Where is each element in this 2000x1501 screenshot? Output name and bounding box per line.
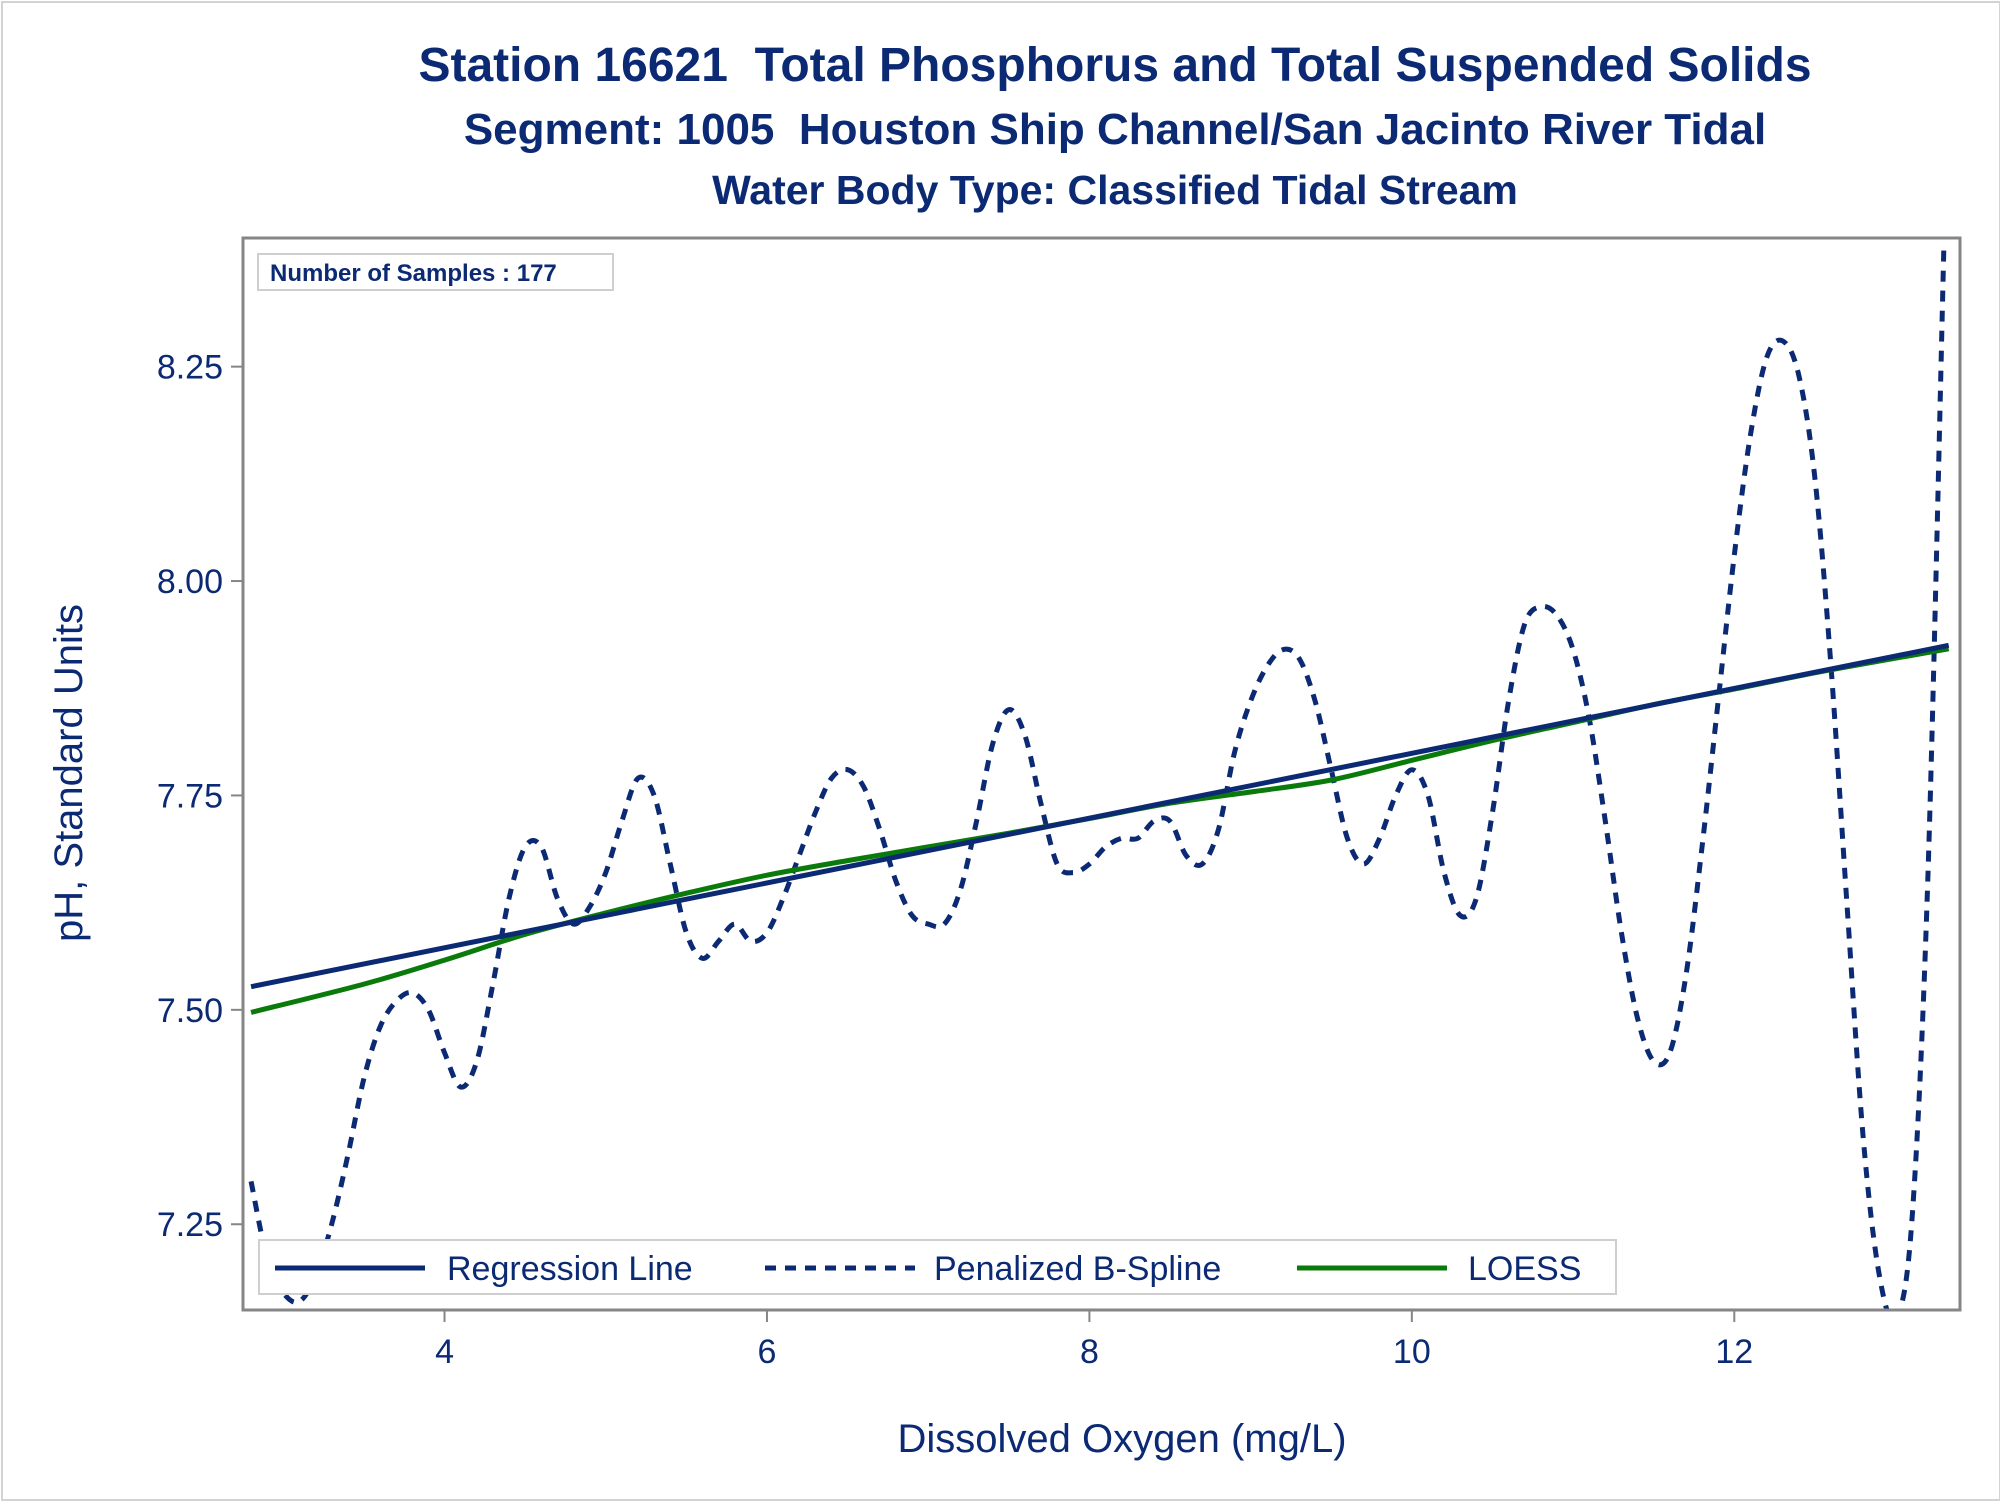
y-tick-label: 7.50 [157, 992, 223, 1030]
plot-series [248, 246, 1950, 1310]
chart-subtitle-secondary: Water Body Type: Classified Tidal Stream [712, 167, 1518, 213]
y-axis-ticks: 7.25 7.50 7.75 8.00 8.25 [157, 349, 243, 1244]
x-tick-label: 6 [758, 1333, 777, 1371]
legend-label: Regression Line [447, 1250, 693, 1288]
series-line-regression-line [250, 642, 1950, 990]
y-axis-label: pH, Standard Units [47, 604, 91, 942]
x-axis-label: Dissolved Oxygen (mg/L) [897, 1417, 1346, 1461]
chart-subtitle: Segment: 1005 Houston Ship Channel/San J… [463, 105, 1767, 154]
y-tick-label: 8.25 [157, 349, 223, 387]
x-tick-label: 10 [1393, 1333, 1431, 1371]
x-tick-label: 8 [1080, 1333, 1099, 1371]
chart-title: Station 16621 Total Phosphorus and Total… [418, 39, 1812, 92]
legend-label: Penalized B-Spline [934, 1250, 1221, 1288]
x-tick-label: 4 [435, 1333, 454, 1371]
x-axis-ticks: 4 6 8 10 12 [435, 1310, 1753, 1371]
series-line-loess [250, 646, 1950, 1015]
sample-count-inset: Number of Samples : 177 [257, 253, 614, 291]
y-tick-label: 7.75 [157, 777, 223, 815]
plot-area-border [241, 236, 1962, 1312]
series-line-penalized-b-spline [248, 246, 1947, 1310]
y-tick-label: 8.00 [157, 563, 223, 601]
inset-box [257, 253, 614, 291]
inset-text: Number of Samples : 177 [270, 260, 557, 287]
x-tick-label: 12 [1715, 1333, 1753, 1371]
legend-label: LOESS [1468, 1250, 1581, 1288]
y-tick-label: 7.25 [157, 1206, 223, 1244]
legend: Regression Line Penalized B-Spline LOESS [258, 1239, 1617, 1295]
